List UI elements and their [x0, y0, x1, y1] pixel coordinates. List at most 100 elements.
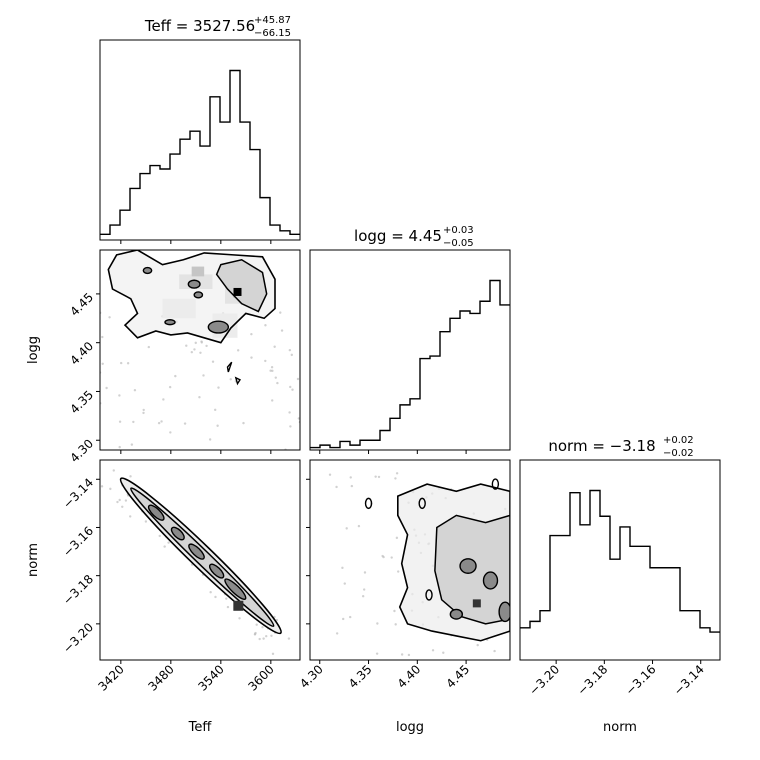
- p10-small-contour: [234, 376, 242, 386]
- p10-frame: [99, 249, 301, 451]
- p10-sample-point: [296, 377, 300, 381]
- p00-bin: [250, 150, 260, 240]
- p10-sample-point: [118, 420, 122, 423]
- p20-ytick-label: −3.20: [60, 620, 96, 656]
- p11-bin: [450, 318, 460, 450]
- p10-sample-point: [118, 394, 121, 397]
- p11-bin: [420, 359, 430, 450]
- p10-sample-point: [211, 360, 215, 363]
- p20-sample-point: [226, 605, 230, 609]
- p20-sample-point: [262, 637, 265, 640]
- p11-bin: [340, 441, 350, 450]
- p10-sample-point: [208, 438, 212, 441]
- p22-xtick-label: −3.18: [575, 662, 611, 698]
- p22-bin: [680, 611, 690, 660]
- p21-inner-contour: [482, 571, 499, 590]
- p10-sample-point: [273, 345, 276, 348]
- p21-sample-point: [335, 632, 339, 635]
- p10-sample-point: [190, 350, 194, 354]
- p11-histogram-line: [310, 279, 510, 449]
- teff-histogram-panel: [99, 39, 301, 244]
- p10-sample-point: [276, 381, 279, 385]
- p20-sample-point: [271, 652, 275, 656]
- p11-bin: [460, 311, 470, 450]
- p20-sample-point: [214, 595, 217, 599]
- teff-title-sup: +45.87: [254, 15, 291, 26]
- p10-sample-point: [183, 422, 187, 425]
- p00-bin: [210, 97, 220, 240]
- logg-title-sup: +0.03: [443, 225, 474, 236]
- p20-xtick-label: 3600: [245, 662, 276, 693]
- p10-sample-point: [290, 353, 294, 357]
- p10-ytick-label: 4.35: [67, 388, 96, 417]
- p00-bin: [230, 71, 240, 240]
- p11-bin: [500, 305, 510, 450]
- p22-bin: [540, 611, 550, 660]
- p00-bin: [180, 139, 190, 240]
- p00-bin: [150, 166, 160, 240]
- p20-sample-point: [209, 591, 212, 594]
- p10-sample-point: [101, 362, 104, 365]
- p21-sample-point: [390, 556, 393, 559]
- p10-sample-point: [142, 408, 145, 412]
- p10-sample-point: [132, 420, 135, 424]
- p10-sample-point: [289, 425, 292, 428]
- p22-xtick-label: −3.20: [526, 662, 562, 698]
- p20-sample-point: [144, 520, 148, 523]
- x-axis-label-logg: logg: [396, 720, 424, 735]
- p00-bin: [160, 169, 170, 240]
- p20-sample-point: [116, 500, 119, 504]
- x-axis-label-norm: norm: [603, 720, 637, 735]
- p22-bin: [700, 628, 710, 660]
- p10-sample-point: [119, 361, 123, 365]
- p22-bin: [550, 536, 560, 660]
- p21-sample-point: [350, 484, 354, 488]
- p11-bin: [480, 301, 490, 450]
- p10-sample-point: [279, 311, 282, 314]
- p10-sample-point: [264, 324, 267, 327]
- p11-bin: [370, 440, 380, 450]
- p21-plot-area: [328, 472, 510, 657]
- p11-bin: [400, 405, 410, 450]
- p20-sample-point: [255, 623, 258, 626]
- p20-sample-point: [118, 498, 121, 502]
- p10-sample-point: [160, 420, 163, 423]
- p10-sample-point: [126, 362, 130, 365]
- logg-title-sub: −0.05: [443, 238, 474, 249]
- p20-ytick-label: −3.18: [60, 572, 96, 608]
- p20-sample-point: [121, 505, 124, 508]
- p20-sample-point: [275, 618, 279, 622]
- p00-frame: [99, 39, 301, 241]
- p21-peak-marker: [472, 599, 481, 608]
- p10-inner-contour: [142, 266, 153, 275]
- p10-inner-contour: [164, 319, 176, 326]
- p11-bin: [440, 332, 450, 450]
- p21-xtick-label: 4.40: [395, 662, 424, 691]
- p10-inner-contour: [207, 320, 230, 334]
- p22-bin: [640, 546, 650, 660]
- y-axis-label-logg: logg: [26, 336, 41, 364]
- p21-xtick-label: 4.35: [346, 662, 375, 691]
- teff-title-sub: −66.15: [254, 28, 291, 39]
- p10-sample-point: [105, 386, 108, 390]
- p21-sample-point: [394, 623, 397, 626]
- p20-sample-point: [129, 475, 132, 478]
- p10-sample-point: [133, 389, 137, 392]
- p10-sample-point: [271, 399, 274, 402]
- p11-bin: [430, 356, 440, 450]
- p00-bin: [190, 131, 200, 240]
- p21-inner-contour: [449, 608, 464, 620]
- p10-sample-point: [162, 398, 165, 401]
- p20-sample-point: [109, 487, 112, 491]
- p10-sample-point: [236, 349, 240, 352]
- p10-sample-point: [217, 386, 220, 389]
- p21-sample-point: [348, 615, 352, 619]
- p10-inner-contour: [187, 279, 201, 289]
- p22-bin: [530, 621, 540, 660]
- p10-sample-point: [291, 388, 294, 391]
- p20-sample-point: [163, 545, 166, 548]
- y-axis-label-norm: norm: [26, 543, 41, 577]
- p10-sample-point: [198, 396, 201, 399]
- p10-peak-marker: [233, 287, 242, 296]
- p10-small-contour: [226, 361, 233, 373]
